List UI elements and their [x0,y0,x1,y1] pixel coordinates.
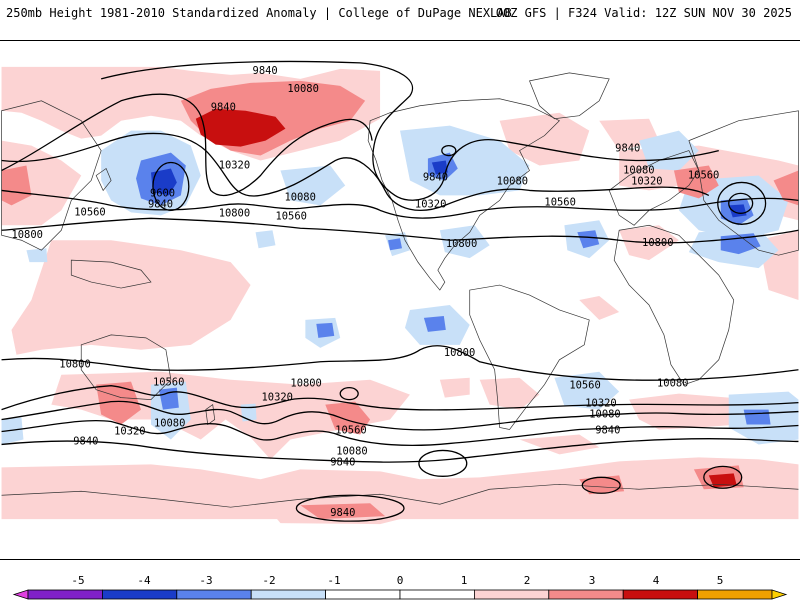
contour-label: 10560 [544,196,575,208]
colorbar: -5 -4 -3 -2 -1 0 1 2 3 4 5 [12,574,788,600]
contour-label: 10080 [657,378,688,390]
colorbar-segment [176,589,252,600]
anomaly-shading [1,66,799,525]
colorbar-segments [12,589,788,600]
contour-label: 10320 [415,198,446,210]
contour-label: 9840 [595,424,620,436]
contour-label: 9840 [330,456,355,468]
contour-label: 10800 [446,238,477,250]
contour-label: 10800 [59,359,90,371]
contour-label: 10560 [74,206,105,218]
colorbar-segment [325,589,401,600]
contour-label: 10800 [290,378,321,390]
colorbar-segment [622,589,699,600]
contour-label: 10800 [444,347,475,359]
contour-label: 9840 [253,65,278,77]
model-run-info: 00Z GFS | F324 Valid: 12Z SUN NOV 30 202… [495,6,792,20]
colorbar-segment [697,589,773,600]
anomaly-map: 9840 10080 10320 9600 9840 10560 10800 1… [0,40,800,560]
contour-label: 9840 [330,507,355,519]
contour-label: 10320 [262,392,293,404]
contour-label: 10080 [623,164,654,176]
contour-label: 10560 [153,377,184,389]
contour-label: 10080 [154,418,185,430]
contour-label: 9840 [148,198,173,210]
contour-label: 10800 [642,237,673,249]
colorbar-tick-label: -1 [327,574,340,587]
contour-label: 10560 [569,380,600,392]
contour-label: 10560 [275,210,306,222]
colorbar-segment [12,589,29,600]
contour-label: 10320 [219,160,250,172]
colorbar-segment [250,589,326,600]
contour-label: 10560 [335,424,366,436]
contour-label: 10560 [688,169,719,181]
map-title: 250mb Height 1981-2010 Standardized Anom… [6,6,512,20]
colorbar-ticks: -5 -4 -3 -2 -1 0 1 2 3 4 5 [71,574,723,587]
colorbar-tick-label: 3 [589,574,596,587]
contour-label: 10800 [219,207,250,219]
contour-label: 10320 [585,398,616,410]
colorbar-segment [771,589,788,600]
contour-label: 9840 [73,435,98,447]
contour-label: 10800 [12,229,43,241]
coastlines [1,72,799,508]
colorbar-tick-label: -2 [262,574,275,587]
contour-label: 10320 [114,425,145,437]
colorbar-segment [473,589,550,600]
contour-labels: 9840 10080 10320 9600 9840 10560 10800 1… [12,65,720,519]
contour-label: 9600 [150,187,175,199]
colorbar-tick-label: -3 [199,574,212,587]
contour-label: 10080 [336,445,367,457]
colorbar-segment [399,589,475,600]
colorbar-tick-label: -4 [137,574,151,587]
colorbar-tick-label: 2 [524,574,531,587]
colorbar-segment [102,589,178,600]
colorbar-tick-label: 0 [397,574,404,587]
colorbar-segment [27,589,103,600]
contour-label: 10080 [589,409,620,421]
positive-anomaly-strong [195,108,737,488]
contour-label: 9840 [211,102,236,114]
contour-label: 10080 [287,83,318,95]
colorbar-tick-label: 4 [653,574,660,587]
contour-label: 9840 [615,143,640,155]
contour-label: 9840 [423,171,448,183]
colorbar-tick-label: 5 [717,574,724,587]
contour-label: 10080 [284,191,315,203]
contour-label: 10080 [497,175,528,187]
negative-anomaly-strong [150,160,747,218]
colorbar-segment [548,589,624,600]
colorbar-tick-label: -5 [71,574,84,587]
contour-label: 10320 [631,175,662,187]
colorbar-tick-label: 1 [461,574,468,587]
height-contours [1,60,799,522]
